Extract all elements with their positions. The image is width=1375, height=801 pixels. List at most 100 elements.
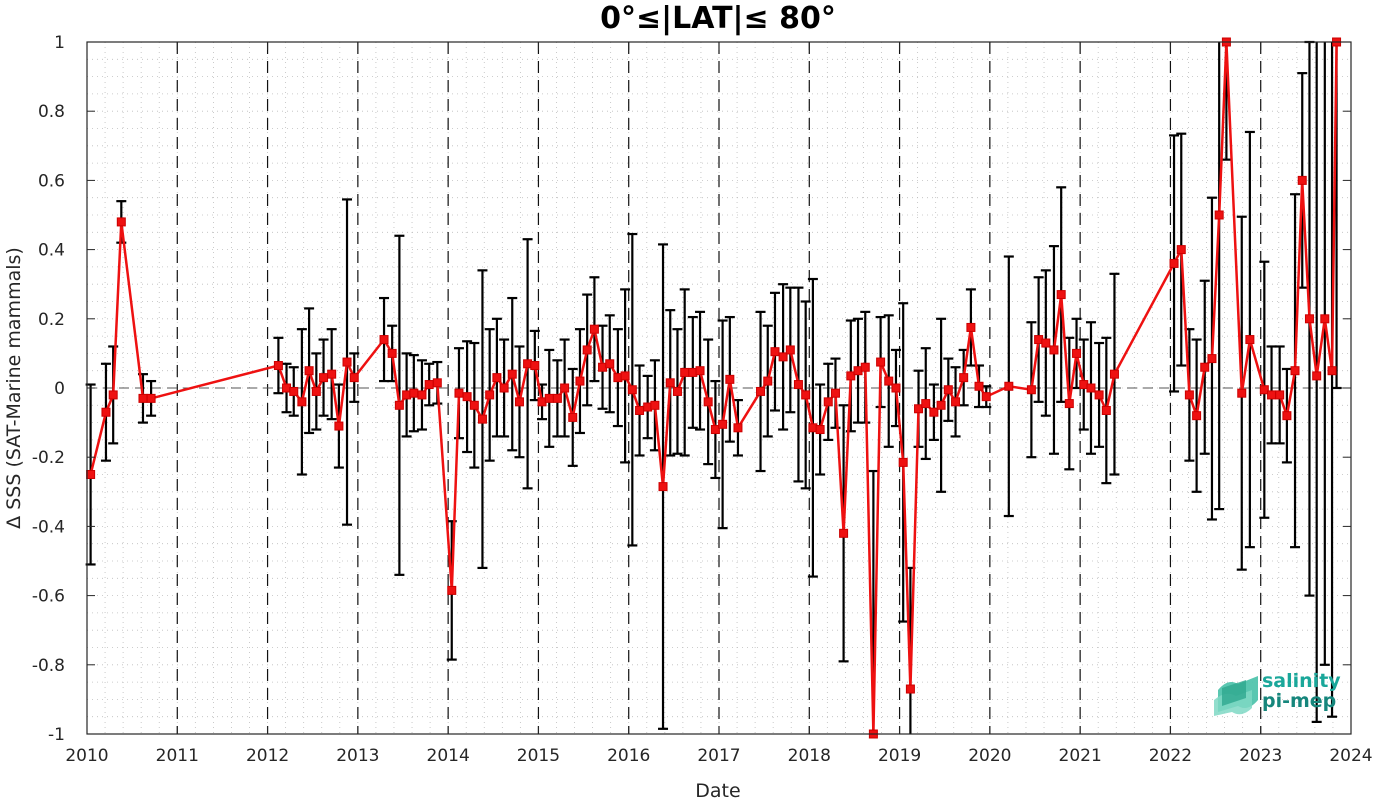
data-point: [424, 380, 434, 390]
data-point: [1259, 385, 1269, 395]
data-point: [1041, 338, 1051, 348]
x-tick-label: 2016: [607, 746, 650, 766]
data-point: [1086, 383, 1096, 393]
data-point: [1237, 388, 1247, 398]
x-tick-label: 2022: [1149, 746, 1192, 766]
data-point: [560, 383, 570, 393]
data-point: [898, 457, 908, 467]
data-point: [763, 376, 773, 386]
data-point: [1109, 369, 1119, 379]
y-tick-label: -0.4: [32, 517, 65, 537]
data-point: [1214, 210, 1224, 220]
data-point: [492, 373, 502, 383]
data-point: [959, 373, 969, 383]
y-axis-label: Δ SSS (SAT-Marine mammals): [3, 247, 25, 529]
y-tick-labels: -1 -0.8 -0.6 -0.4 -0.2 0 0.2 0.4 0.6 0.8 1: [32, 33, 65, 745]
data-point: [914, 404, 924, 414]
data-point: [387, 348, 397, 358]
data-point: [462, 392, 472, 402]
data-point: [823, 397, 833, 407]
data-point: [665, 378, 675, 388]
data-point: [1184, 390, 1194, 400]
y-tick-label: -0.8: [32, 656, 65, 676]
year-lines: [176, 42, 1262, 734]
y-tick-label: 0.6: [38, 171, 65, 191]
data-point: [1207, 354, 1217, 364]
data-point: [1049, 345, 1059, 355]
data-point: [703, 397, 713, 407]
data-point: [891, 383, 901, 393]
data-point: [1169, 258, 1179, 268]
chart-title: 0°≤|LAT|≤ 80°: [600, 1, 836, 36]
y-tick-label: -0.6: [32, 587, 65, 607]
data-point: [289, 386, 299, 396]
data-point: [1101, 405, 1111, 415]
data-point: [785, 345, 795, 355]
data-point: [876, 357, 886, 367]
data-point: [605, 359, 615, 369]
data-point: [273, 361, 283, 371]
x-tick-label: 2024: [1329, 746, 1372, 766]
data-point: [966, 322, 976, 332]
data-point: [1297, 175, 1307, 185]
data-point: [672, 386, 682, 396]
x-tick-label: 2023: [1239, 746, 1282, 766]
data-point: [304, 366, 314, 376]
data-point: [116, 217, 126, 227]
data-point: [311, 386, 321, 396]
data-point: [951, 397, 961, 407]
data-point: [793, 380, 803, 390]
data-point: [756, 386, 766, 396]
data-point: [943, 385, 953, 395]
data-point: [1282, 411, 1292, 421]
logo-text-salinity: salinity: [1262, 670, 1341, 692]
data-point: [146, 393, 156, 403]
data-point: [1275, 390, 1285, 400]
data-point: [936, 400, 946, 410]
data-point: [1290, 366, 1300, 376]
data-point: [499, 383, 509, 393]
data-point: [86, 470, 96, 479]
x-tick-labels: 2010 2011 2012 2013 2014 2015 2016 2017 2018 2019…: [65, 746, 1372, 766]
data-point: [417, 390, 427, 400]
data-point: [485, 390, 495, 400]
y-tick-label: -1: [48, 725, 65, 745]
data-point: [1072, 348, 1082, 358]
data-point: [718, 419, 728, 429]
data-point: [1004, 381, 1014, 391]
data-point: [658, 482, 668, 492]
data-point: [379, 335, 389, 345]
data-point: [575, 376, 585, 386]
x-tick-label: 2021: [1059, 746, 1102, 766]
x-tick-label: 2014: [427, 746, 470, 766]
data-point: [846, 371, 856, 381]
data-point: [1026, 385, 1036, 395]
y-tick-label: 0.2: [38, 310, 65, 330]
data-point: [839, 528, 849, 538]
data-point: [1056, 290, 1066, 300]
data-point: [1327, 366, 1337, 376]
data-point: [830, 388, 840, 398]
y-tick-label: 0: [54, 379, 65, 399]
data-point: [695, 366, 705, 376]
markers: [86, 37, 1342, 739]
data-point: [974, 381, 984, 391]
data-point: [778, 352, 788, 362]
logo-icon: [1214, 676, 1258, 716]
data-point: [1320, 314, 1330, 324]
data-point: [770, 347, 780, 357]
data-point: [544, 393, 554, 403]
x-tick-label: 2018: [788, 746, 831, 766]
data-point: [635, 405, 645, 415]
data-point: [1192, 411, 1202, 421]
data-point: [929, 407, 939, 417]
y-tick-label: 0.8: [38, 102, 65, 122]
data-point: [409, 388, 419, 398]
data-point: [725, 374, 735, 384]
data-point: [589, 324, 599, 334]
x-tick-label: 2013: [336, 746, 379, 766]
data-point: [477, 414, 487, 424]
data-point: [469, 400, 479, 410]
data-point: [334, 421, 344, 431]
